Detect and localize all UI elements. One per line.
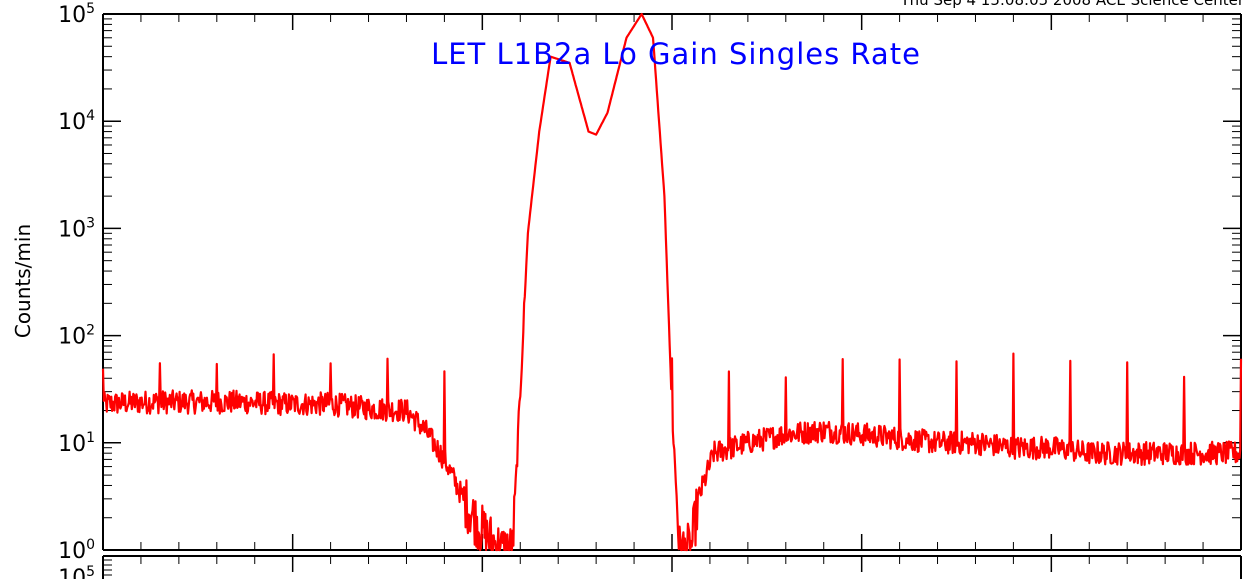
y-axis-label: Counts/min xyxy=(11,224,35,338)
y-tick-label: 103 xyxy=(58,215,95,242)
y-tick-label: 102 xyxy=(58,323,95,350)
y-tick-label: 100 xyxy=(58,537,95,564)
chart-title: LET L1B2a Lo Gain Singles Rate xyxy=(431,37,921,71)
y-tick-label: 104 xyxy=(58,108,95,135)
lower-y-tick-label: 105 xyxy=(58,564,95,579)
series-layer xyxy=(101,12,1243,552)
timestamp-label: Thu Sep 4 15:08:05 2008 ACE Science Cent… xyxy=(900,0,1245,9)
series-line-0 xyxy=(101,12,1243,552)
axes xyxy=(102,13,1242,579)
y-tick-label: 101 xyxy=(58,430,95,457)
y-tick-label: 105 xyxy=(58,1,95,28)
